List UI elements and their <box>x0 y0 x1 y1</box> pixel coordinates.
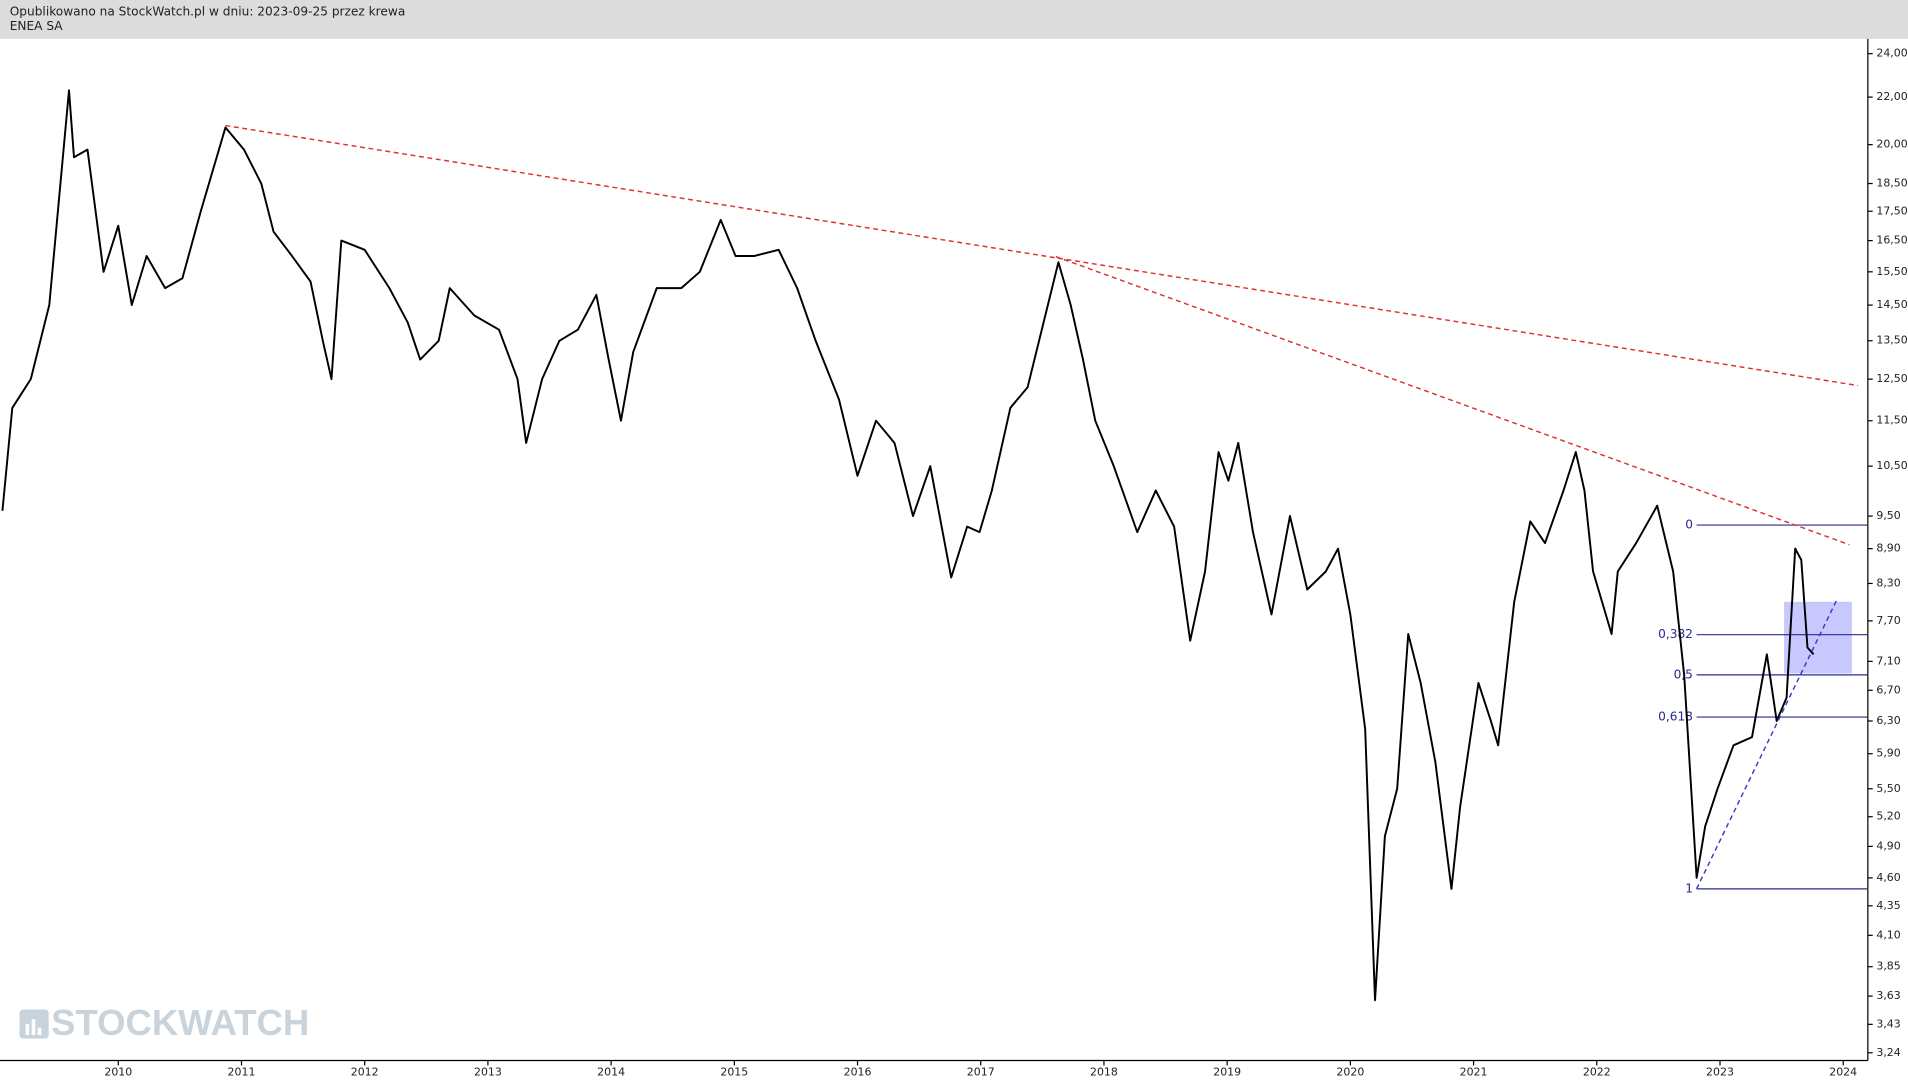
price-line <box>1 89 1815 1002</box>
fib-label: 0 <box>1685 518 1693 532</box>
y-tick-label: 20,00 <box>1876 138 1907 151</box>
x-tick-label: 2010 <box>104 1066 132 1079</box>
y-tick-label: 12,50 <box>1876 372 1907 385</box>
y-tick-label: 4,60 <box>1876 871 1900 884</box>
x-tick-label: 2013 <box>474 1066 502 1079</box>
y-tick-label: 4,90 <box>1876 839 1900 852</box>
fib-label: 0,618 <box>1658 710 1693 724</box>
x-tick-label: 2024 <box>1829 1066 1857 1079</box>
y-tick-label: 4,35 <box>1876 899 1900 912</box>
x-tick-label: 2022 <box>1583 1066 1611 1079</box>
x-tick-label: 2021 <box>1460 1066 1488 1079</box>
y-tick-label: 3,85 <box>1876 960 1900 973</box>
x-tick-label: 2015 <box>720 1066 748 1079</box>
y-tick-label: 24,00 <box>1876 47 1907 60</box>
y-tick-label: 22,00 <box>1876 90 1907 103</box>
trendline <box>225 124 1859 387</box>
y-tick-label: 16,50 <box>1876 234 1907 247</box>
y-tick-label: 4,10 <box>1876 928 1900 941</box>
y-tick-label: 15,50 <box>1876 265 1907 278</box>
y-tick-label: 13,50 <box>1876 334 1907 347</box>
y-tick-label: 3,24 <box>1876 1046 1900 1059</box>
watermark: STOCKWATCH <box>51 1002 309 1043</box>
fib-label: 0,382 <box>1658 627 1693 641</box>
y-tick-label: 11,50 <box>1876 414 1907 427</box>
y-tick-label: 6,30 <box>1876 714 1900 727</box>
y-tick-label: 5,90 <box>1876 747 1900 760</box>
trendline <box>1695 599 1838 890</box>
x-tick-label: 2016 <box>844 1066 872 1079</box>
header-bar <box>0 0 1908 39</box>
y-tick-label: 8,90 <box>1876 542 1900 555</box>
x-tick-label: 2014 <box>597 1066 625 1079</box>
y-tick-label: 6,70 <box>1876 683 1900 696</box>
x-tick-label: 2012 <box>351 1066 379 1079</box>
y-tick-label: 9,50 <box>1876 509 1900 522</box>
y-tick-label: 7,70 <box>1876 614 1900 627</box>
y-tick-label: 3,43 <box>1876 1017 1900 1030</box>
y-tick-label: 10,50 <box>1876 459 1907 472</box>
y-tick-label: 17,50 <box>1876 204 1907 217</box>
x-tick-label: 2023 <box>1706 1066 1734 1079</box>
target-zone <box>1784 601 1852 674</box>
y-tick-label: 7,10 <box>1876 654 1900 667</box>
trendline <box>1055 255 1850 546</box>
y-tick-label: 5,50 <box>1876 782 1900 795</box>
x-tick-label: 2018 <box>1090 1066 1118 1079</box>
y-tick-label: 18,50 <box>1876 177 1907 190</box>
x-tick-label: 2017 <box>967 1066 995 1079</box>
x-tick-label: 2019 <box>1213 1066 1241 1079</box>
x-tick-label: 2011 <box>228 1066 256 1079</box>
y-tick-label: 14,50 <box>1876 298 1907 311</box>
fib-label: 1 <box>1685 881 1693 895</box>
publish-note: Opublikowano na StockWatch.pl w dniu: 20… <box>10 5 406 19</box>
chart-title: ENEA SA <box>10 19 64 33</box>
x-tick-label: 2020 <box>1336 1066 1364 1079</box>
watermark-logo <box>19 1009 49 1039</box>
y-tick-label: 5,20 <box>1876 810 1900 823</box>
y-tick-label: 3,63 <box>1876 989 1900 1002</box>
y-tick-label: 8,30 <box>1876 576 1900 589</box>
